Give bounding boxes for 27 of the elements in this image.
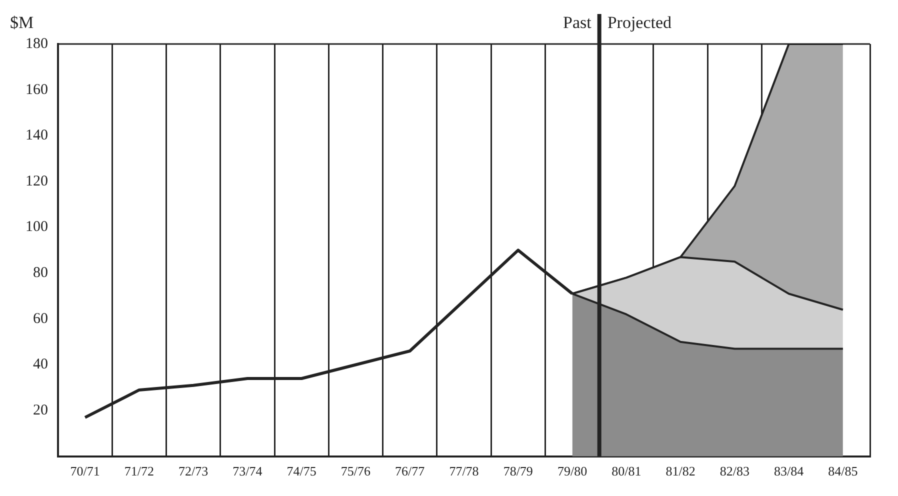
x-tick-label: 70/71 xyxy=(70,464,100,479)
y-tick-label: 100 xyxy=(26,219,48,236)
x-tick-label: 80/81 xyxy=(612,464,642,479)
y-tick-label: 40 xyxy=(33,356,48,373)
x-tick-label: 71/72 xyxy=(124,464,154,479)
x-tick-label: 73/74 xyxy=(232,464,263,479)
x-tick-label: 74/75 xyxy=(286,464,316,479)
x-tick-label: 82/83 xyxy=(720,464,750,479)
x-tick-label: 78/79 xyxy=(503,464,533,479)
x-tick-label: 84/85 xyxy=(828,464,858,479)
x-tick-label: 81/82 xyxy=(666,464,696,479)
y-tick-label: 60 xyxy=(33,310,48,327)
y-tick-label: 160 xyxy=(26,82,48,98)
y-tick-label: 140 xyxy=(26,128,48,144)
text: Past xyxy=(562,13,592,32)
x-tick-label: 83/84 xyxy=(774,464,804,479)
x-tick-label: 77/78 xyxy=(449,464,479,479)
y-tick-label: 20 xyxy=(33,402,48,419)
x-tick-label: 79/80 xyxy=(557,464,588,479)
x-tick-label: 72/73 xyxy=(178,464,208,479)
y-tick-label: 80 xyxy=(33,265,48,282)
y-tick-label: 120 xyxy=(26,173,48,190)
y-tick-label: 180 xyxy=(26,36,48,52)
x-tick-label: 75/76 xyxy=(340,464,372,479)
x-tick-label: 76/77 xyxy=(395,464,426,479)
y-axis-title: $M xyxy=(10,13,34,32)
ref-line-label: Projected xyxy=(607,13,672,32)
